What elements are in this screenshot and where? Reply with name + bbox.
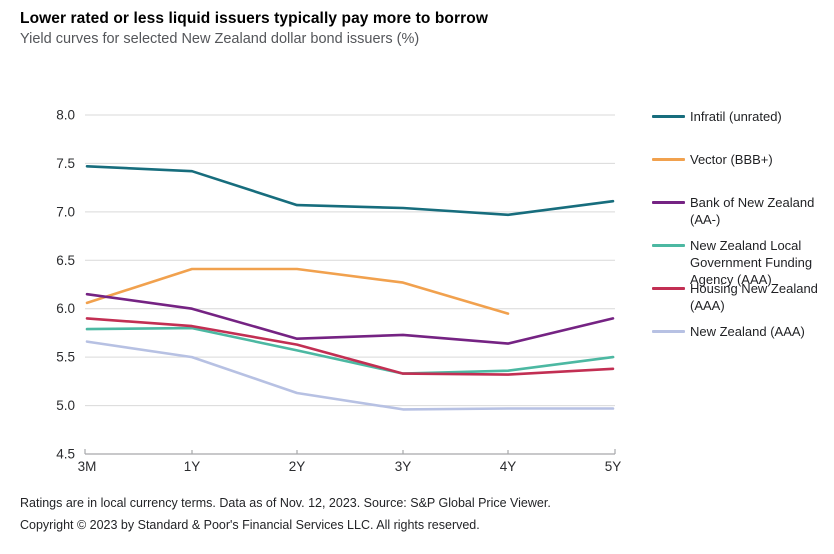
legend-item-0: Infratil (unrated) xyxy=(652,108,832,125)
series-line-2 xyxy=(85,292,615,345)
legend-swatch-icon xyxy=(652,115,685,118)
x-axis-tick-label: 5Y xyxy=(605,459,622,474)
series-line-0 xyxy=(85,165,615,217)
series-line-4 xyxy=(85,317,615,376)
chart-subtitle: Yield curves for selected New Zealand do… xyxy=(20,31,420,47)
chart-legend: Infratil (unrated) Vector (BBB+) Bank of N… xyxy=(652,0,834,400)
x-axis-tick-label: 4Y xyxy=(500,459,517,474)
legend-swatch-icon xyxy=(652,330,685,333)
legend-label: Vector (BBB+) xyxy=(690,152,773,167)
legend-label: Housing New Zealand (AAA) xyxy=(690,281,818,314)
x-axis-tick-label: 2Y xyxy=(289,459,306,474)
legend-item-1: Vector (BBB+) xyxy=(652,151,832,168)
chart-header: Lower rated or less liquid issuers typic… xyxy=(20,10,488,47)
footer-source-note: Ratings are in local currency terms. Dat… xyxy=(20,496,551,510)
y-axis-tick-label: 8.0 xyxy=(56,108,75,123)
legend-item-4: Housing New Zealand (AAA) xyxy=(652,280,832,314)
footer-copyright: Copyright © 2023 by Standard & Poor's Fi… xyxy=(20,517,480,532)
legend-label: New Zealand (AAA) xyxy=(690,324,805,339)
y-axis-tick-label: 7.0 xyxy=(56,204,75,219)
legend-item-2: Bank of New Zealand (AA-) xyxy=(652,194,832,228)
legend-swatch-icon xyxy=(652,158,685,161)
series-line-1 xyxy=(85,267,510,315)
x-axis-tick-label: 1Y xyxy=(184,459,201,474)
legend-label: Bank of New Zealand (AA-) xyxy=(690,195,815,228)
legend-swatch-icon xyxy=(652,287,685,290)
series-line-5 xyxy=(85,340,615,411)
chart-footer: Ratings are in local currency terms. Dat… xyxy=(20,497,551,540)
legend-label: Infratil (unrated) xyxy=(690,109,782,124)
legend-item-3: New Zealand Local Government Funding Age… xyxy=(652,237,832,288)
legend-swatch-icon xyxy=(652,201,685,204)
y-axis-tick-label: 5.5 xyxy=(56,350,75,365)
legend-label: New Zealand Local Government Funding Age… xyxy=(690,238,813,288)
chart-title: Lower rated or less liquid issuers typic… xyxy=(20,10,488,27)
series-line-3 xyxy=(85,326,615,375)
y-axis-tick-label: 6.5 xyxy=(56,253,75,268)
legend-item-5: New Zealand (AAA) xyxy=(652,323,832,340)
y-axis-tick-label: 4.5 xyxy=(56,447,75,462)
y-axis-tick-label: 5.0 xyxy=(56,398,75,413)
y-axis-tick-label: 6.0 xyxy=(56,301,75,316)
x-axis-tick-label: 3M xyxy=(78,459,97,474)
x-axis-tick-label: 3Y xyxy=(395,459,412,474)
legend-swatch-icon xyxy=(652,244,685,247)
y-axis-tick-label: 7.5 xyxy=(56,156,75,171)
